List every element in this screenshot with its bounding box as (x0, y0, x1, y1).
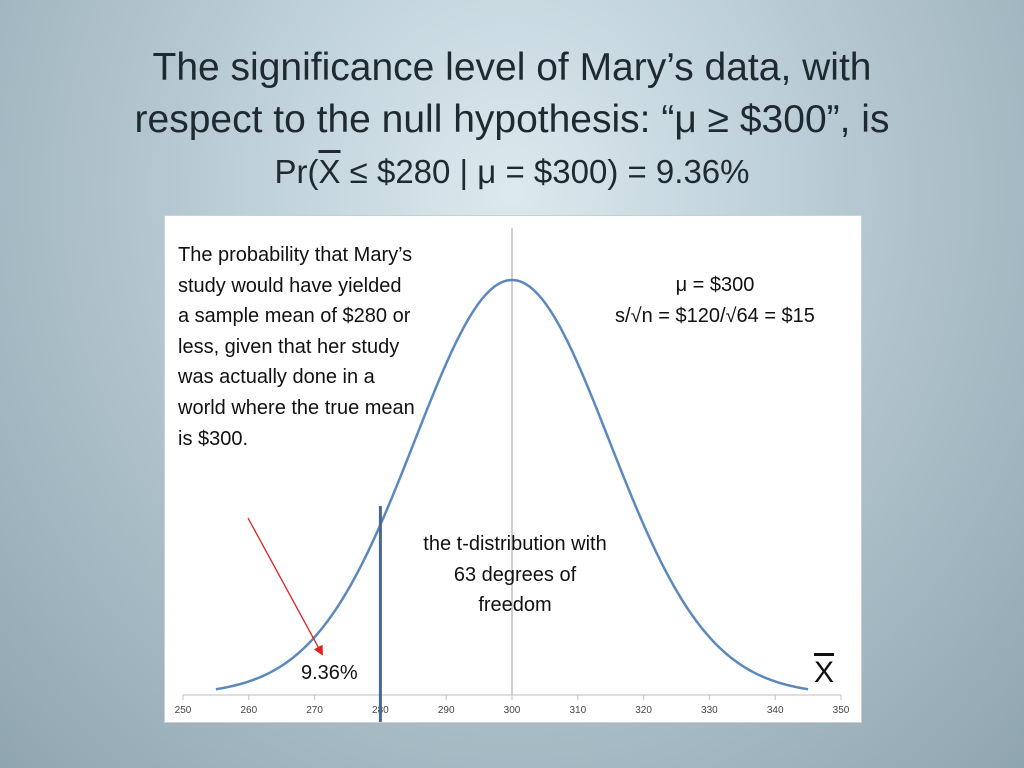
annotation-arrow (247, 517, 323, 656)
x-tick-label-290: 290 (438, 705, 455, 716)
x-axis-ticks: 250260270280290300310320330340350 (175, 695, 850, 716)
distribution-note: the t-distribution with 63 degrees of fr… (423, 533, 607, 617)
slide-title: The significance level of Mary’s data, w… (40, 42, 984, 198)
x-tick-label-300: 300 (504, 705, 521, 716)
x-tick-label-320: 320 (635, 705, 652, 716)
formula-pre: Pr( (274, 153, 319, 190)
title-line-2: respect to the null hypothesis: “μ ≥ $30… (134, 98, 890, 141)
tail-percent-label: 9.36% (301, 662, 358, 684)
x-tick-label-350: 350 (833, 705, 850, 716)
x-tick-label-330: 330 (701, 705, 718, 716)
mean-label: μ = $300 (675, 274, 755, 296)
x-tick-label-270: 270 (306, 705, 323, 716)
distribution-chart: 250260270280290300310320330340350 (175, 228, 850, 722)
probability-note: The probability that Mary’s study would … (178, 244, 415, 450)
title-line-1: The significance level of Mary’s data, w… (152, 46, 872, 89)
standard-error-label: s/√n = $120/√64 = $15 (615, 304, 815, 327)
parameters-note: μ = $300 s/√n = $120/√64 = $15 (585, 270, 845, 331)
title-formula: Pr(X ≤ $280 | μ = $300) = 9.36% (40, 146, 984, 198)
distribution-curve (215, 278, 809, 691)
x-tick-label-310: 310 (569, 705, 586, 716)
x-tick-label-340: 340 (767, 705, 784, 716)
formula-xbar: X (318, 153, 341, 190)
x-tick-label-260: 260 (240, 705, 257, 716)
formula-post: ≤ $280 | μ = $300) = 9.36% (340, 153, 750, 190)
x-bar-symbol: X (814, 656, 835, 689)
x-tick-label-250: 250 (175, 705, 192, 716)
chart-panel: 250260270280290300310320330340350 The pr… (164, 215, 862, 723)
